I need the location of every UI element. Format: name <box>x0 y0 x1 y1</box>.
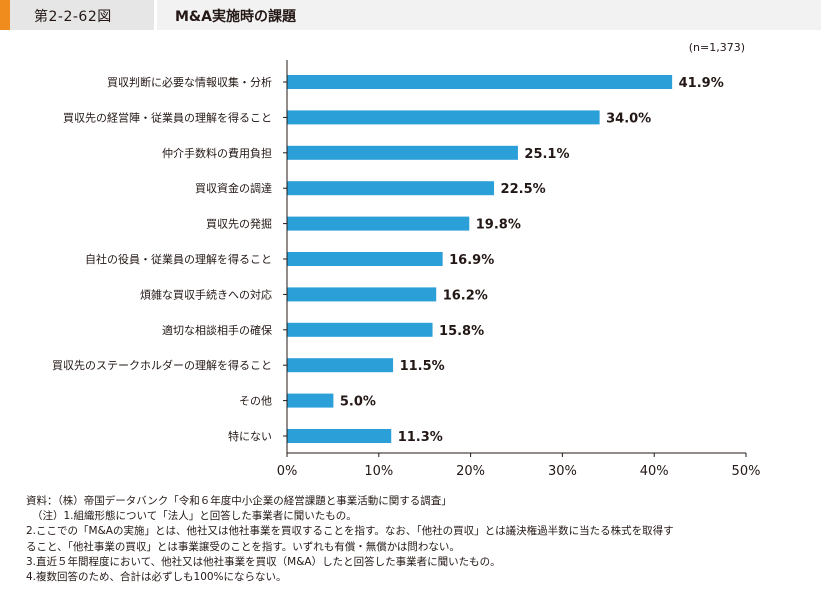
figure-number-box <box>10 0 154 30</box>
bar <box>287 393 334 408</box>
note-3: 3.直近５年間程度において、他社又は他社事業を買収（M&A）したと回答した事業者… <box>26 555 501 568</box>
value-label: 16.2% <box>443 288 488 303</box>
value-label: 25.1% <box>524 147 569 162</box>
figure-title: M&A実施時の課題 <box>175 9 296 25</box>
x-tick-label: 20% <box>456 464 485 479</box>
value-label: 11.3% <box>398 430 443 445</box>
figure-number: 第2-2-62図 <box>34 9 112 25</box>
x-tick-label: 30% <box>548 464 577 479</box>
bar <box>287 145 518 160</box>
figure-header: 第2-2-62図 M&A実施時の課題 <box>0 0 821 30</box>
bar <box>287 322 433 337</box>
x-tick-label: 40% <box>640 464 669 479</box>
category-label: 買収先の発掘 <box>206 217 272 231</box>
note-2b: ること、「他社事業の買収」とは事業譲受のことを指す。いずれも有償・無償かは問わな… <box>26 540 460 553</box>
category-label: その他 <box>239 395 272 408</box>
bar <box>287 181 495 196</box>
bar <box>287 287 437 302</box>
category-label: 買収資金の調達 <box>195 181 272 195</box>
bar <box>287 110 600 125</box>
sample-size-label: (n=1,373) <box>689 41 745 54</box>
bar <box>287 252 443 266</box>
source-note: 資料：（株）帝国データバンク「令和６年度中小企業の経営課題と事業活動に関する調査… <box>26 495 452 507</box>
value-label: 22.5% <box>501 182 546 197</box>
category-label: 買収先のステークホルダーの理解を得ること <box>52 358 272 372</box>
value-label: 41.9% <box>679 76 724 91</box>
x-tick-label: 0% <box>277 464 298 479</box>
value-label: 34.0% <box>606 111 651 126</box>
category-label: 自社の役員・従業員の理解を得ること <box>85 252 272 266</box>
x-tick-label: 50% <box>732 464 761 479</box>
note-4: 4.複数回答のため、合計は必ずしも100%にならない。 <box>26 571 287 584</box>
bar <box>287 358 394 373</box>
value-label: 15.8% <box>439 324 484 339</box>
value-label: 19.8% <box>476 218 521 233</box>
category-label: 煩雑な買収手続きへの対応 <box>140 287 272 301</box>
category-label: 特にない <box>228 429 272 443</box>
bar-chart: (n=1,373) 買収判断に必要な情報収集・分析 41.9% 買収先の経営陣・従業員… <box>52 41 761 479</box>
value-label: 16.9% <box>449 253 494 268</box>
notes: 資料：（株）帝国データバンク「令和６年度中小企業の経営課題と事業活動に関する調査… <box>26 494 816 585</box>
bar <box>287 429 392 443</box>
category-label: 適切な相談相手の確保 <box>162 323 272 337</box>
bar <box>287 75 673 89</box>
title-bar <box>157 0 821 30</box>
note-2a: 2.ここでの「M&Aの実施」とは、他社又は他社事業を買収することを指す。なお、「… <box>26 525 674 538</box>
category-label: 仲介手数料の費用負担 <box>162 146 272 160</box>
value-label: 11.5% <box>400 359 445 374</box>
note-1: （注）1.組織形態について「法人」と回答した事業者に聞いたもの。 <box>32 510 357 523</box>
value-label: 5.0% <box>340 395 376 410</box>
header-accent-bar <box>0 0 10 30</box>
category-label: 買収先の経営陣・従業員の理解を得ること <box>63 110 272 124</box>
category-label: 買収判断に必要な情報収集・分析 <box>107 75 272 89</box>
bar <box>287 216 470 231</box>
x-tick-label: 10% <box>364 464 393 479</box>
